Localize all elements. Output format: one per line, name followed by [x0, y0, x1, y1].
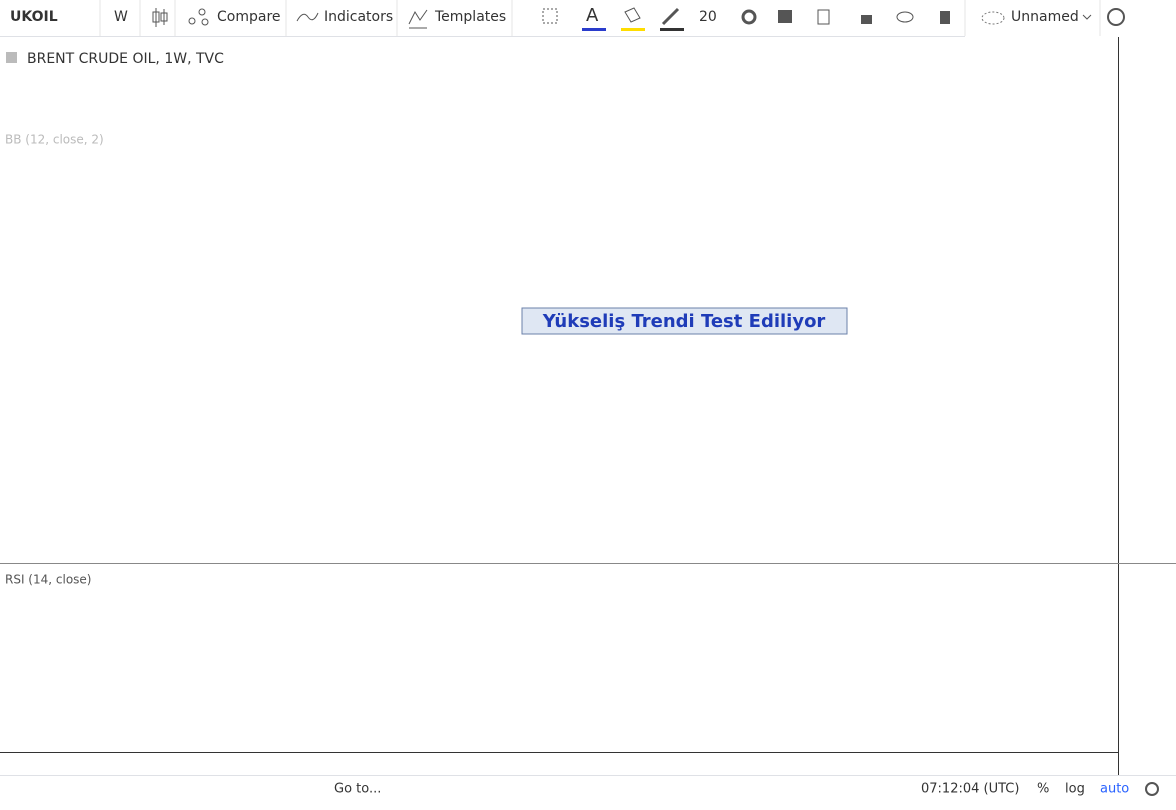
rsi-legend: RSI (14, close) — [5, 573, 91, 587]
font-size[interactable]: 20 — [699, 9, 717, 25]
log-button[interactable]: log — [1065, 782, 1085, 797]
annotation: Yükseliş Trendi Test Ediliyor — [542, 311, 826, 332]
axis-settings-icon[interactable] — [1145, 782, 1159, 796]
auto-button[interactable]: auto — [1100, 782, 1129, 797]
templates-button[interactable]: Templates — [434, 9, 506, 25]
trash-icon[interactable] — [940, 11, 950, 24]
line-icon[interactable] — [661, 7, 680, 26]
chart-settings-icon[interactable] — [1107, 8, 1125, 26]
layout-name[interactable]: Unnamed — [1011, 9, 1079, 25]
selection-icon[interactable] — [542, 8, 558, 24]
fill-color-bar — [621, 28, 645, 31]
compare-icon[interactable] — [188, 8, 209, 26]
settings-icon[interactable] — [741, 9, 757, 25]
symbol[interactable]: UKOIL — [10, 9, 58, 25]
clone-icon[interactable] — [817, 9, 830, 25]
layout-dropdown[interactable] — [1082, 14, 1092, 20]
indicators-icon[interactable] — [296, 12, 319, 22]
bottom-bar — [0, 776, 1176, 810]
line-color-bar — [660, 28, 684, 31]
templates-icon[interactable] — [408, 9, 428, 29]
candle-icon[interactable] — [152, 8, 168, 27]
text-color-bar — [582, 28, 606, 31]
lock-icon[interactable] — [861, 15, 872, 24]
interval[interactable]: W — [114, 9, 128, 25]
clock: 07:12:04 (UTC) — [921, 782, 1019, 797]
percent-button[interactable]: % — [1037, 782, 1049, 797]
fill-icon[interactable] — [624, 7, 641, 23]
indicators-button[interactable]: Indicators — [324, 9, 393, 25]
compare-button[interactable]: Compare — [217, 9, 281, 25]
eye-icon[interactable] — [896, 11, 914, 23]
cloud-icon[interactable] — [981, 11, 1005, 25]
annotation-box[interactable] — [521, 307, 848, 335]
symbol-icon — [6, 52, 17, 63]
text-color-icon[interactable]: A — [586, 5, 599, 26]
bb-legend: BB (12, close, 2) — [5, 133, 104, 147]
goto-button[interactable]: Go to... — [334, 782, 381, 797]
chart-title: BRENT CRUDE OIL, 1W, TVC — [27, 51, 224, 67]
layers-icon[interactable] — [778, 10, 792, 23]
